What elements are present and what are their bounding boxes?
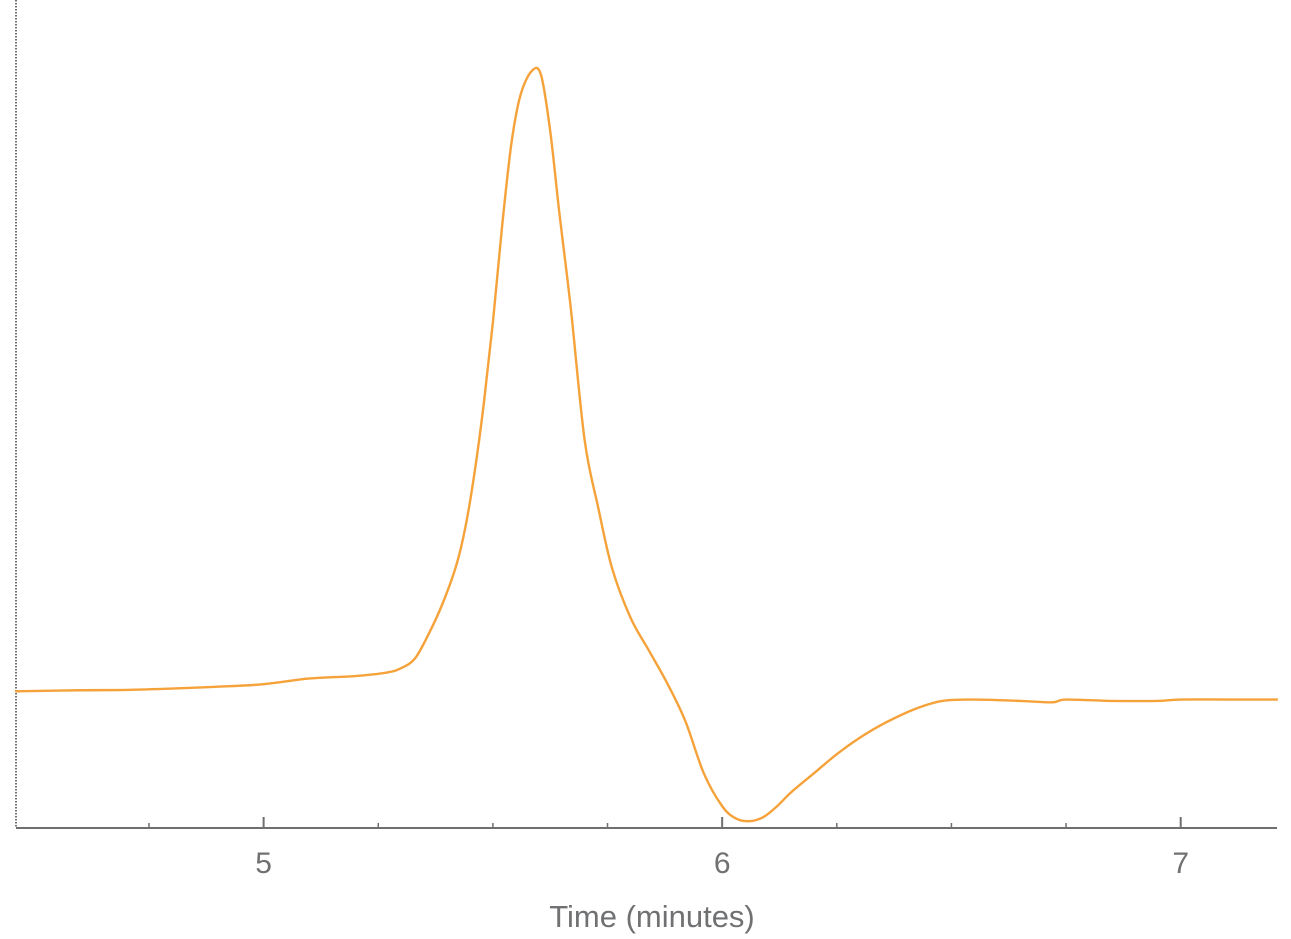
x-axis-title: Time (minutes) bbox=[549, 899, 755, 934]
x-axis-tick-labels: 5 6 7 bbox=[255, 847, 1189, 880]
x-tick-label: 6 bbox=[714, 847, 731, 880]
x-tick-label: 7 bbox=[1172, 847, 1189, 880]
series-line bbox=[16, 68, 1277, 821]
x-axis-ticks bbox=[149, 817, 1181, 828]
x-tick-label: 5 bbox=[255, 847, 272, 880]
series-group bbox=[16, 68, 1277, 821]
